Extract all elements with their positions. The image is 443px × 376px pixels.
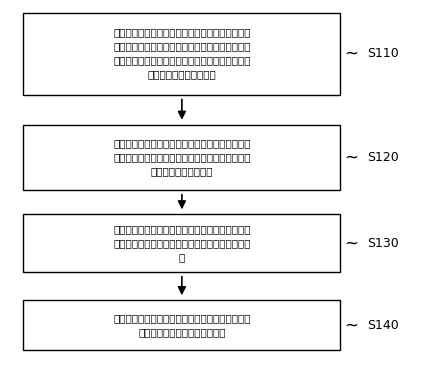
FancyBboxPatch shape xyxy=(23,300,340,350)
FancyBboxPatch shape xyxy=(23,124,340,190)
Text: S130: S130 xyxy=(367,237,399,250)
Text: S120: S120 xyxy=(367,151,399,164)
Text: 根据所述目标子控制区域的预测产出电量与区域用
电量对所述低压配电网进行调控: 根据所述目标子控制区域的预测产出电量与区域用 电量对所述低压配电网进行调控 xyxy=(113,313,251,337)
FancyBboxPatch shape xyxy=(23,214,340,272)
Text: ~: ~ xyxy=(344,148,358,166)
Text: ~: ~ xyxy=(344,234,358,252)
Text: ~: ~ xyxy=(344,45,358,63)
FancyBboxPatch shape xyxy=(23,12,340,95)
Text: S140: S140 xyxy=(367,318,399,332)
Text: S110: S110 xyxy=(367,47,399,60)
Text: 根据所述低压配电网的组织架构划分出至少一个层
级控制区域，并分别确定每个所述层级控制区域所
需的子控制节点的数量: 根据所述低压配电网的组织架构划分出至少一个层 级控制区域，并分别确定每个所述层级… xyxy=(113,138,251,176)
Text: 根据所述子控制节点的中心相关度和所述层级控制
区域所需的子控制节点的数量，确定目标子控制区
域: 根据所述子控制节点的中心相关度和所述层级控制 区域所需的子控制节点的数量，确定目… xyxy=(113,224,251,262)
Text: ~: ~ xyxy=(344,316,358,334)
Text: 获取低压配电网的每个初始子控制区域的子控制节
点对应的路径信息以及在路径上的额定电流信息，
并根据所述路径信息和所述额定电流信息确定所述
子控制节点的中心相关度: 获取低压配电网的每个初始子控制区域的子控制节 点对应的路径信息以及在路径上的额定… xyxy=(113,28,251,80)
